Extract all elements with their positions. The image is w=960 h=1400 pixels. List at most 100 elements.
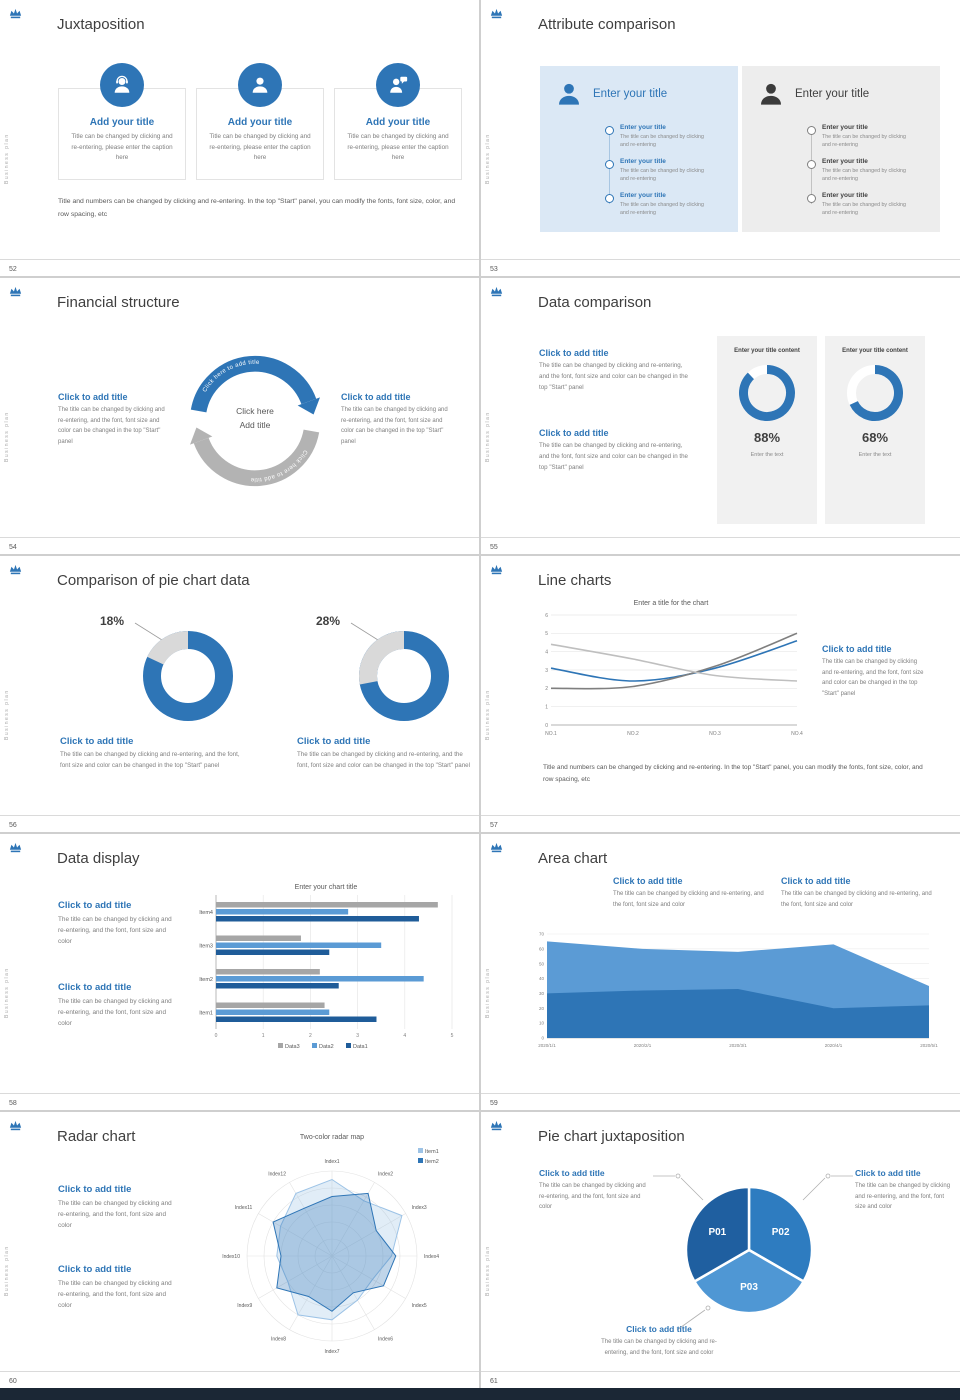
text-block: Click to add title The title can be chan… — [58, 982, 178, 1030]
svg-text:Index7: Index7 — [324, 1349, 339, 1355]
line-chart: Enter a title for the chart 0 1 2 3 4 5 6 NO.1 N… — [537, 600, 805, 744]
text-block-body: The title can be changed by clicking and… — [58, 1200, 172, 1230]
footer-divider — [0, 815, 479, 816]
timeline-entry: Enter your title The title can be change… — [620, 192, 728, 217]
slide-59-area-chart[interactable]: Business plan Area chart Click to add ti… — [481, 834, 960, 1110]
svg-text:1: 1 — [262, 1033, 265, 1039]
center-line1: Click here — [236, 406, 274, 416]
svg-text:60: 60 — [539, 946, 545, 951]
slide-58-data-display[interactable]: Business plan Data display Click to add … — [0, 834, 479, 1110]
entry-body: The title can be changed by clicking and… — [822, 167, 906, 182]
svg-text:50: 50 — [539, 961, 545, 966]
card-title: Add your title — [365, 117, 431, 128]
text-block: Click to add title The title can be chan… — [58, 392, 172, 447]
svg-text:NO.1: NO.1 — [545, 731, 557, 737]
text-block: Click to add title The title can be chan… — [539, 428, 691, 474]
sidebar-vertical-label: Business plan — [485, 689, 491, 740]
donut-percentage-label: 18% — [100, 614, 125, 628]
slide-60-radar-chart[interactable]: Business plan Radar chart Click to add t… — [0, 1112, 479, 1388]
timeline-dot — [605, 160, 614, 169]
stat-card-title: Enter your title content — [734, 348, 800, 354]
footer-divider — [0, 1371, 479, 1372]
stat-card: Enter your title content 68% Enter the t… — [825, 336, 925, 524]
footer-divider — [0, 537, 479, 538]
brand-crown-icon — [490, 564, 503, 575]
footer-divider — [481, 1371, 960, 1372]
chat-people-icon — [376, 63, 420, 107]
svg-text:Item2: Item2 — [199, 977, 213, 983]
text-block: Click to add title The title can be chan… — [341, 392, 455, 447]
page-number: 52 — [9, 266, 17, 273]
slide-54-financial-structure[interactable]: Business plan Financial structure Click … — [0, 278, 479, 554]
sidebar-vertical-label: Business plan — [4, 1245, 10, 1296]
page-number: 58 — [9, 1100, 17, 1107]
text-block-body: The title can be changed by clicking and… — [539, 442, 688, 471]
radar-chart: Two-color radar map Index1 Index2 Index3 In… — [208, 1134, 456, 1362]
text-block-body: The title can be changed by clicking and… — [60, 751, 240, 769]
text-block-body: The title can be changed by clicking and… — [341, 407, 448, 445]
feature-card: Add your title Title can be changed by c… — [58, 63, 186, 180]
card-caption: Title can be changed by clicking and re-… — [209, 133, 311, 162]
entry-body: The title can be changed by clicking and… — [822, 133, 906, 148]
slide-55-data-comparison[interactable]: Business plan Data comparison Click to a… — [481, 278, 960, 554]
stat-card-footer: Enter the text — [858, 452, 892, 458]
stat-value: 68% — [861, 430, 889, 445]
text-block-title: Click to add title — [58, 1184, 132, 1195]
text-block-body: The title can be changed by clicking and… — [601, 1339, 717, 1356]
svg-text:P01: P01 — [708, 1227, 726, 1238]
svg-text:P03: P03 — [740, 1282, 758, 1293]
text-block-title: Click to add title — [58, 392, 128, 402]
leader-line — [350, 622, 379, 641]
card-caption: Title can be changed by clicking and re-… — [71, 133, 173, 162]
text-block: Click to add title The title can be chan… — [297, 736, 475, 772]
text-block-title: Click to add title — [539, 428, 609, 438]
person-icon — [559, 83, 579, 105]
stat-card-footer: Enter the text — [750, 452, 784, 458]
timeline-dot — [807, 194, 816, 203]
card-title: Add your title — [89, 117, 155, 128]
page-number: 60 — [9, 1378, 17, 1385]
pie-chart-plot: P02 P03 P01 — [683, 1184, 815, 1321]
svg-text:10: 10 — [539, 1021, 545, 1026]
slide-57-line-charts[interactable]: Business plan Line charts Enter a title … — [481, 556, 960, 832]
svg-text:40: 40 — [539, 976, 545, 981]
entry-body: The title can be changed by clicking and… — [620, 201, 704, 216]
slide-56-pie-comparison[interactable]: Business plan Comparison of pie chart da… — [0, 556, 479, 832]
stat-card: Enter your title content 88% Enter the t… — [717, 336, 817, 524]
text-block: Click to add title The title can be chan… — [60, 736, 240, 772]
text-block-title: Click to add title — [297, 736, 371, 747]
brand-crown-icon — [490, 286, 503, 297]
brand-crown-icon — [9, 8, 22, 19]
page-number: 61 — [490, 1378, 498, 1385]
chart-title: Enter a title for the chart — [633, 600, 709, 607]
chart-title: Enter your chart title — [294, 884, 358, 891]
slide-53-attribute-comparison[interactable]: Business plan Attribute comparison Enter… — [481, 0, 960, 276]
timeline-entry: Enter your title The title can be change… — [822, 124, 930, 149]
svg-text:Index4: Index4 — [424, 1254, 439, 1260]
svg-text:2020/5/1: 2020/5/1 — [920, 1043, 938, 1048]
timeline-entry: Enter your title The title can be change… — [620, 158, 728, 183]
donut-chart-18 — [142, 630, 234, 727]
svg-text:Index2: Index2 — [378, 1171, 393, 1177]
text-block-body: The title can be changed by clicking and… — [58, 998, 172, 1028]
footer-divider — [481, 259, 960, 260]
slide-61-pie-juxtaposition[interactable]: Business plan Pie chart juxtaposition Cl… — [481, 1112, 960, 1388]
entry-title: Enter your title — [822, 124, 868, 131]
svg-text:2020/1/1: 2020/1/1 — [538, 1043, 556, 1048]
text-block-title: Click to add title — [626, 1324, 692, 1334]
entry-title: Enter your title — [620, 158, 666, 165]
svg-text:2020/4/1: 2020/4/1 — [825, 1043, 843, 1048]
svg-text:Index11: Index11 — [235, 1205, 253, 1211]
entry-title: Enter your title — [620, 124, 666, 131]
radar-chart-plot: Index1 Index2 Index3 Index4 Index5 Index6 Inde… — [208, 1143, 456, 1362]
slide-title: Radar chart — [57, 1128, 136, 1145]
slide-52-juxtaposition[interactable]: Business plan Juxtaposition Add your tit… — [0, 0, 479, 276]
comparison-panel-right: Enter your title Enter your title The ti… — [742, 66, 940, 232]
text-block: Click to add title The title can be chan… — [58, 1184, 174, 1232]
text-block: Click to add title The title can be chan… — [539, 1168, 651, 1213]
text-block-title: Click to add title — [58, 982, 132, 993]
svg-text:Data2: Data2 — [319, 1044, 334, 1050]
text-block-body: The title can be changed by clicking and… — [58, 1280, 172, 1310]
slide-title: Financial structure — [57, 294, 180, 311]
timeline-dot — [807, 126, 816, 135]
